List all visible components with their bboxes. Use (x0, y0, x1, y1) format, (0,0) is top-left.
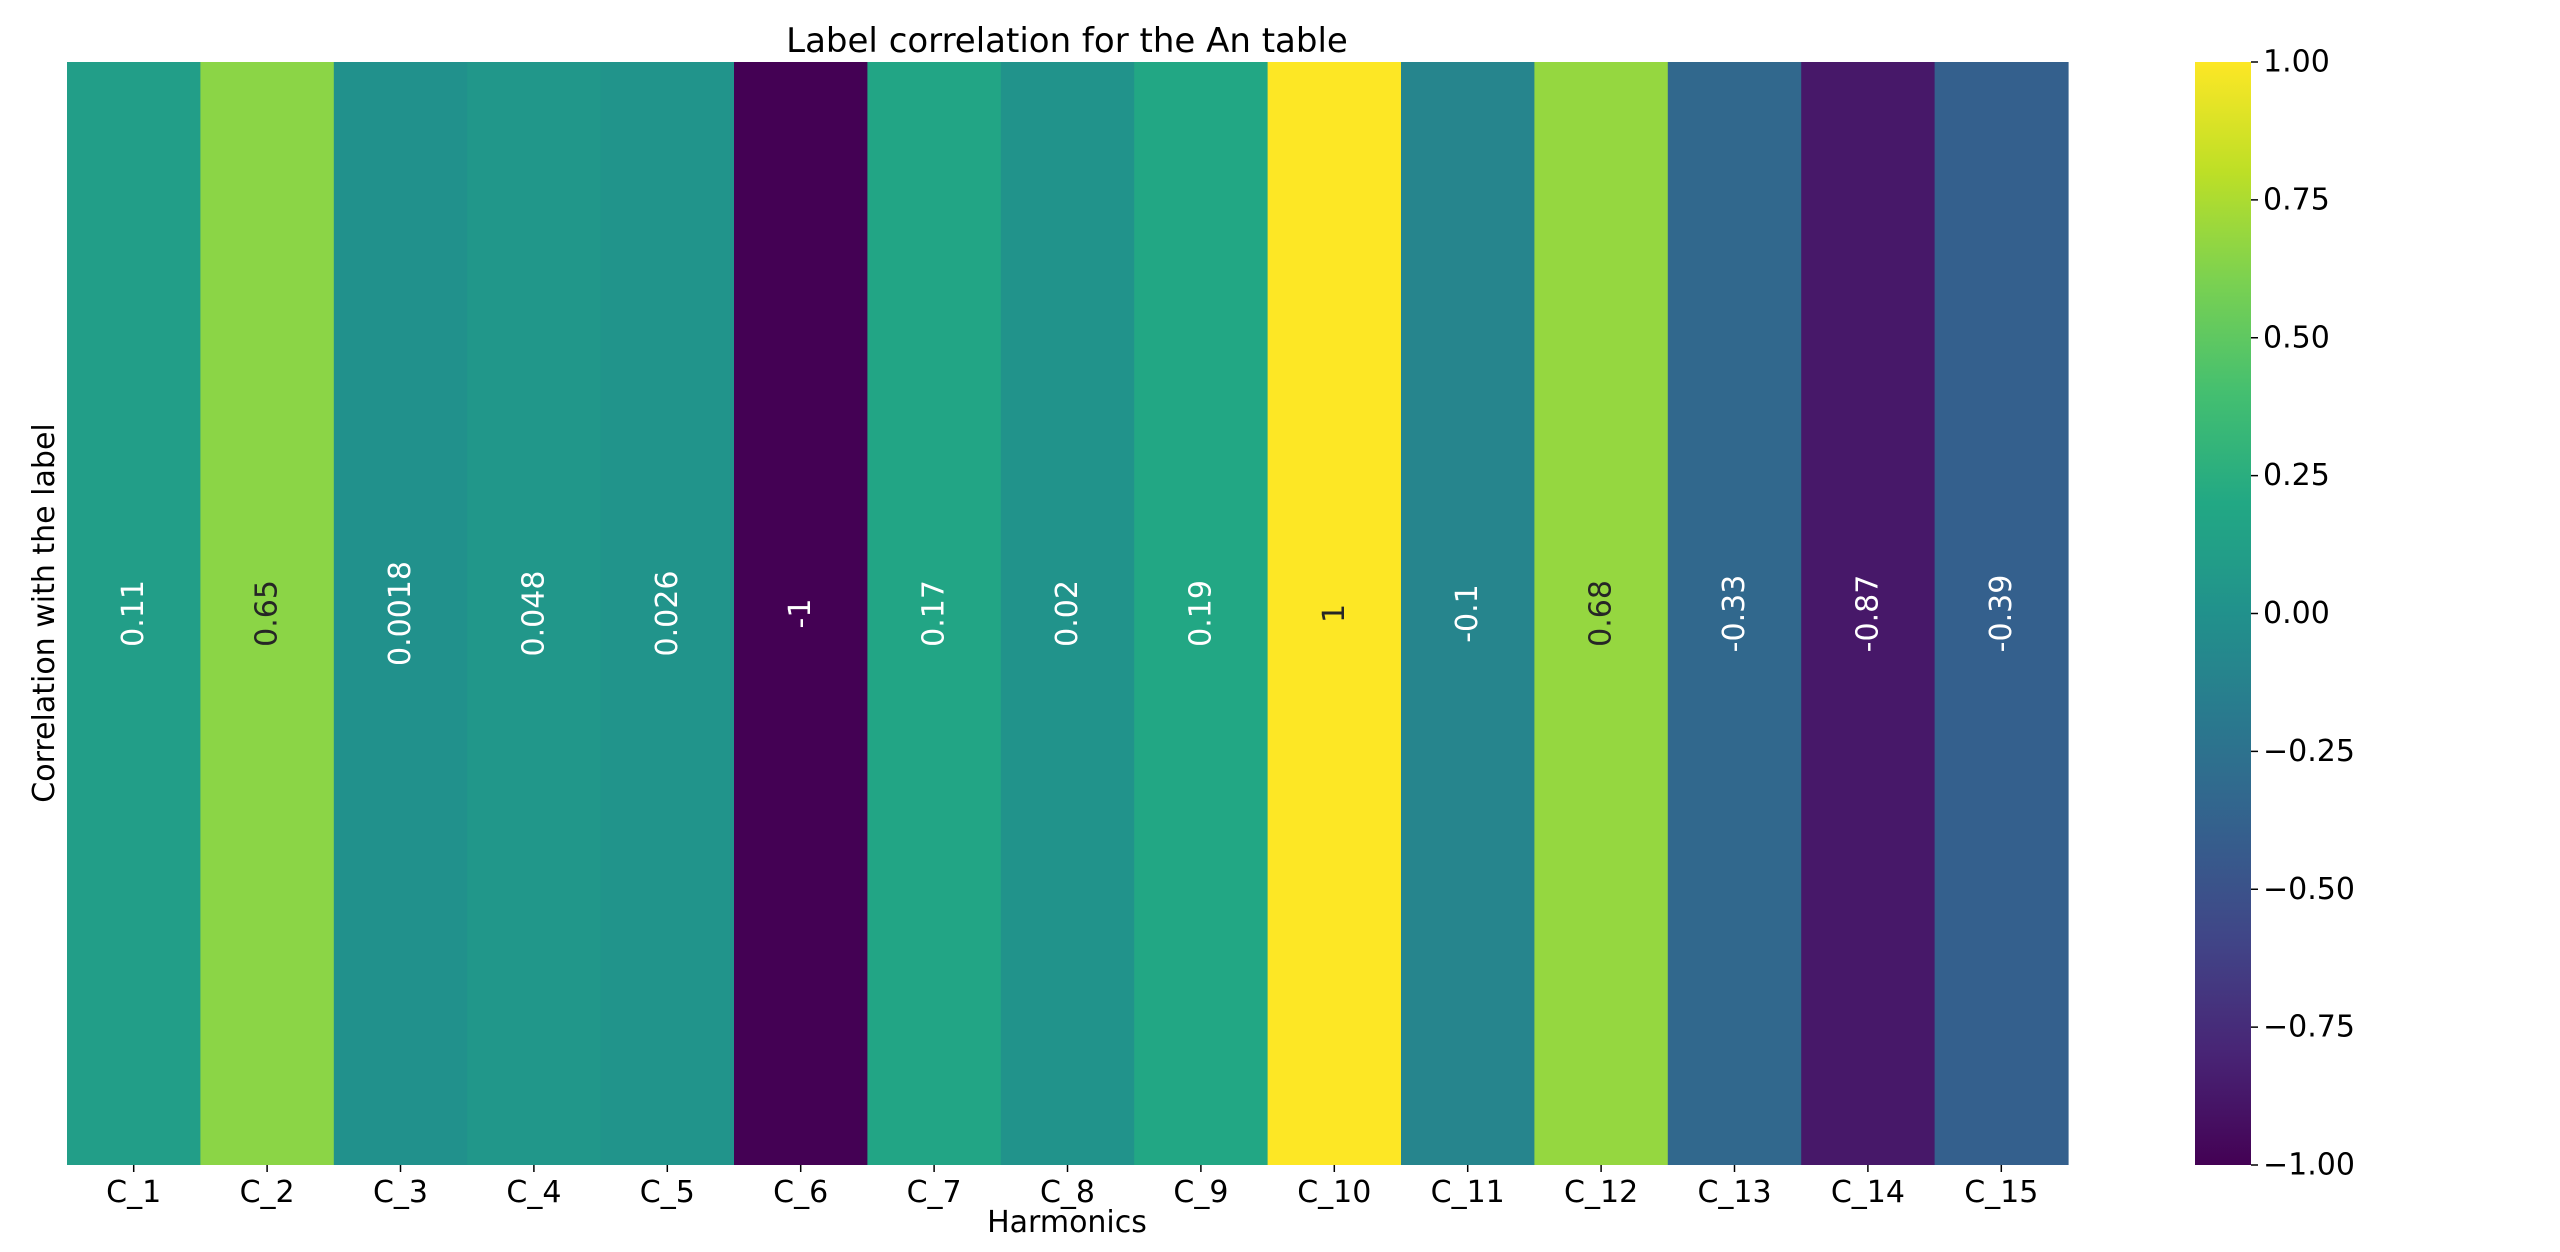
heatmap-cell-14 (1801, 62, 1936, 1165)
colorbar-tick-label-1: 1.00 (2263, 45, 2330, 80)
heatmap-cell-3 (333, 62, 468, 1165)
x-tick-label-8: C_8 (1040, 1175, 1095, 1210)
colorbar-tick-label-5: 0.00 (2263, 596, 2330, 631)
cell-annotation-13: -0.33 (1717, 575, 1752, 653)
heatmap-cell-15 (1934, 62, 2069, 1165)
x-tick-label-11: C_11 (1431, 1175, 1505, 1210)
x-axis-label: Harmonics (987, 1205, 1147, 1240)
cell-annotation-12: 0.68 (1584, 580, 1619, 647)
x-tick-labels: C_1 C_2 C_3 C_4 C_5 C_6 C_7 C_8 C_9 C_10 C_11 C_12 C… (106, 1175, 2038, 1210)
colorbar-tick-label-2: 0.75 (2263, 182, 2330, 217)
x-tick-label-12: C_12 (1564, 1175, 1638, 1210)
heatmap-cell-7 (867, 62, 1002, 1165)
x-tick-label-14: C_14 (1831, 1175, 1905, 1210)
heatmap-cell-8 (1000, 62, 1135, 1165)
heatmap-cells (67, 62, 2069, 1165)
x-tick-label-9: C_9 (1173, 1175, 1228, 1210)
x-tick-label-3: C_3 (373, 1175, 428, 1210)
colorbar-tick-label-9: −1.00 (2263, 1148, 2355, 1183)
heatmap-cell-11 (1401, 62, 1535, 1165)
x-tick-marks (132, 1165, 2003, 1172)
heatmap-cell-13 (1667, 62, 1802, 1165)
cell-annotation-11: -0.1 (1450, 584, 1485, 643)
x-tick-label-4: C_4 (506, 1175, 561, 1210)
heatmap-cell-2 (200, 62, 335, 1165)
cell-annotation-6: -1 (783, 599, 818, 629)
heatmap-cell-5 (600, 62, 735, 1165)
cell-annotation-7: 0.17 (917, 580, 952, 647)
x-tick-label-7: C_7 (907, 1175, 962, 1210)
heatmap-cell-1 (67, 62, 201, 1165)
cell-annotation-5: 0.026 (650, 571, 685, 657)
cell-annotation-8: 0.02 (1050, 580, 1085, 647)
colorbar-ticks: 1.00 0.75 0.50 0.25 0.00 −0.25 −0.50 −0.75 −1.00 (2251, 45, 2355, 1183)
heatmap-cell-6 (734, 62, 868, 1165)
x-tick-label-13: C_13 (1697, 1175, 1771, 1210)
cell-annotation-4: 0.048 (516, 571, 551, 657)
colorbar-tick-label-7: −0.50 (2263, 872, 2355, 907)
cell-annotations: 0.11 0.65 0.0018 0.048 0.026 -1 0.17 0.02 0.19 1 -… (116, 561, 2019, 666)
colorbar (2195, 62, 2251, 1165)
colorbar-tick-label-4: 0.25 (2263, 458, 2330, 493)
colorbar-tick-label-3: 0.50 (2263, 320, 2330, 355)
heatmap-cell-10 (1267, 62, 1402, 1165)
y-axis-label: Correlation with the label (27, 423, 62, 802)
colorbar-tick-label-8: −0.75 (2263, 1010, 2355, 1045)
x-tick-label-15: C_15 (1964, 1175, 2038, 1210)
x-tick-label-2: C_2 (240, 1175, 295, 1210)
x-tick-label-1: C_1 (106, 1175, 161, 1210)
heatmap-cell-4 (467, 62, 602, 1165)
colorbar-tick-label-6: −0.25 (2263, 734, 2355, 769)
chart-title: Label correlation for the An table (786, 21, 1348, 61)
cell-annotation-15: -0.39 (1984, 575, 2019, 653)
x-tick-label-6: C_6 (773, 1175, 828, 1210)
heatmap-cell-12 (1534, 62, 1669, 1165)
cell-annotation-10: 1 (1317, 604, 1352, 623)
cell-annotation-1: 0.11 (116, 580, 151, 647)
cell-annotation-3: 0.0018 (383, 561, 418, 666)
heatmap-cell-9 (1134, 62, 1269, 1165)
cell-annotation-9: 0.19 (1183, 580, 1218, 647)
cell-annotation-14: -0.87 (1850, 575, 1885, 653)
cell-annotation-2: 0.65 (250, 580, 285, 647)
x-tick-label-5: C_5 (640, 1175, 695, 1210)
x-tick-label-10: C_10 (1297, 1175, 1371, 1210)
